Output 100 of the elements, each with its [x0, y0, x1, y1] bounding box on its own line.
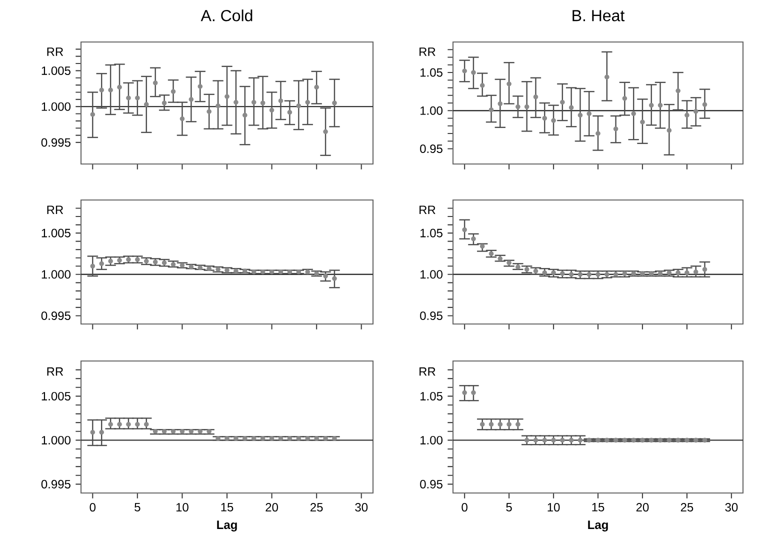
y-tick-label: 1.05: [420, 392, 442, 400]
point: [323, 129, 328, 134]
point: [676, 88, 680, 94]
x-tick-label: 0: [462, 503, 468, 512]
chart-title: A. Cold: [200, 10, 252, 22]
point: [305, 100, 310, 105]
point: [108, 88, 113, 92]
point: [631, 111, 636, 116]
point: [648, 438, 654, 443]
point: [188, 428, 194, 434]
point: [640, 438, 645, 443]
point: [551, 270, 556, 276]
point: [586, 111, 592, 116]
point: [702, 102, 708, 107]
point: [640, 120, 645, 124]
point: [162, 100, 167, 106]
point: [622, 438, 628, 443]
point: [99, 88, 104, 92]
point: [693, 108, 698, 114]
point: [604, 272, 610, 277]
point: [613, 438, 618, 443]
point: [622, 96, 628, 101]
point: [480, 244, 485, 249]
point: [471, 390, 476, 396]
x-tick-label: 10: [176, 503, 188, 512]
point: [498, 256, 503, 262]
point: [516, 104, 520, 110]
point: [471, 70, 476, 75]
point: [144, 258, 149, 264]
point: [206, 109, 212, 114]
point: [658, 438, 663, 443]
y-tick-label: 1.00: [420, 270, 442, 279]
point: [117, 258, 122, 263]
point: [242, 112, 248, 118]
x-tick-label: 5: [506, 503, 512, 512]
y-axis-title: RR: [420, 206, 436, 214]
y-tick-label: 1.005: [42, 66, 70, 75]
point: [596, 272, 600, 277]
point: [613, 272, 618, 277]
x-tick-label: 25: [680, 503, 694, 512]
x-tick-label: 30: [355, 503, 368, 512]
point: [144, 422, 149, 427]
point: [462, 390, 467, 396]
point: [135, 257, 140, 262]
point: [578, 272, 583, 277]
point: [596, 438, 600, 443]
y-tick-label: 0.95: [420, 311, 442, 320]
point: [551, 118, 556, 123]
point: [684, 270, 690, 276]
point: [99, 261, 104, 266]
point: [332, 100, 337, 106]
point: [269, 108, 274, 113]
x-tick-label: 25: [310, 503, 323, 512]
x-axis-title: Lag: [217, 520, 237, 532]
y-tick-label: 0.995: [41, 311, 70, 320]
point: [578, 438, 583, 443]
point: [206, 428, 212, 434]
point: [314, 84, 319, 90]
point: [560, 100, 565, 105]
y-tick-label: 1.005: [42, 228, 70, 238]
y-axis-title: RR: [47, 206, 64, 214]
point: [542, 270, 548, 276]
point: [542, 438, 548, 443]
point: [533, 94, 538, 100]
point: [568, 105, 574, 110]
point: [666, 270, 672, 276]
point: [658, 102, 663, 108]
point: [135, 422, 140, 427]
point: [568, 272, 574, 277]
point: [162, 260, 167, 266]
point: [206, 266, 212, 272]
point: [693, 270, 698, 274]
x-tick-label: 30: [725, 503, 738, 512]
y-axis-title: RR: [420, 48, 436, 56]
y-tick-label: 1.005: [42, 392, 70, 400]
point: [126, 96, 131, 100]
point: [108, 258, 113, 264]
y-tick-label: 1.05: [420, 228, 442, 238]
x-axis-title: Lag: [588, 520, 608, 532]
y-tick-label: 0.995: [41, 138, 70, 147]
y-tick-label: 1.00: [420, 436, 442, 444]
point: [586, 438, 592, 443]
point: [251, 100, 256, 105]
point: [631, 438, 636, 443]
point: [702, 438, 708, 443]
point: [596, 131, 600, 136]
point: [578, 112, 583, 118]
point: [488, 251, 494, 256]
point: [542, 116, 548, 121]
point: [170, 89, 176, 94]
x-tick-label: 15: [221, 503, 234, 512]
point: [586, 272, 592, 277]
point: [568, 438, 574, 443]
point: [117, 84, 122, 90]
point: [480, 83, 485, 88]
point: [90, 112, 96, 117]
point: [144, 102, 149, 107]
x-tick-label: 10: [548, 503, 560, 512]
point: [180, 262, 185, 268]
y-tick-label: 1.000: [42, 436, 70, 444]
